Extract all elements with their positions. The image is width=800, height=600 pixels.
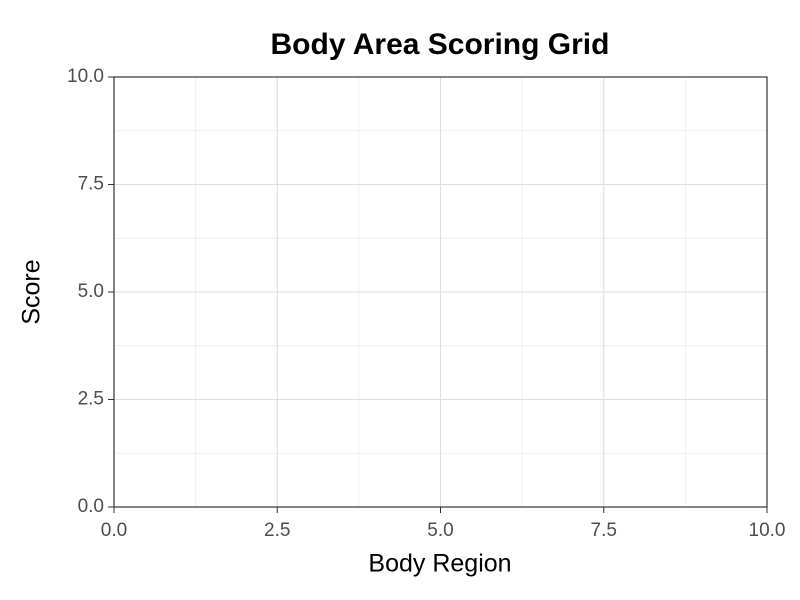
y-tick-label: 2.5 <box>78 389 104 410</box>
x-tick-label: 10.0 <box>749 520 786 541</box>
y-tick-label: 10.0 <box>67 66 104 87</box>
x-tick-label: 5.0 <box>427 520 453 541</box>
y-tick-label: 7.5 <box>78 174 104 195</box>
y-tick-label: 5.0 <box>78 281 104 302</box>
chart-title: Body Area Scoring Grid <box>271 28 610 61</box>
x-tick-label: 0.0 <box>101 520 127 541</box>
y-axis-title: Score <box>18 259 46 324</box>
x-axis-title: Body Region <box>368 550 511 578</box>
plot-border <box>113 76 768 508</box>
x-tick-label: 2.5 <box>264 520 290 541</box>
y-tick-label: 0.0 <box>78 496 104 517</box>
x-tick-label: 7.5 <box>591 520 617 541</box>
